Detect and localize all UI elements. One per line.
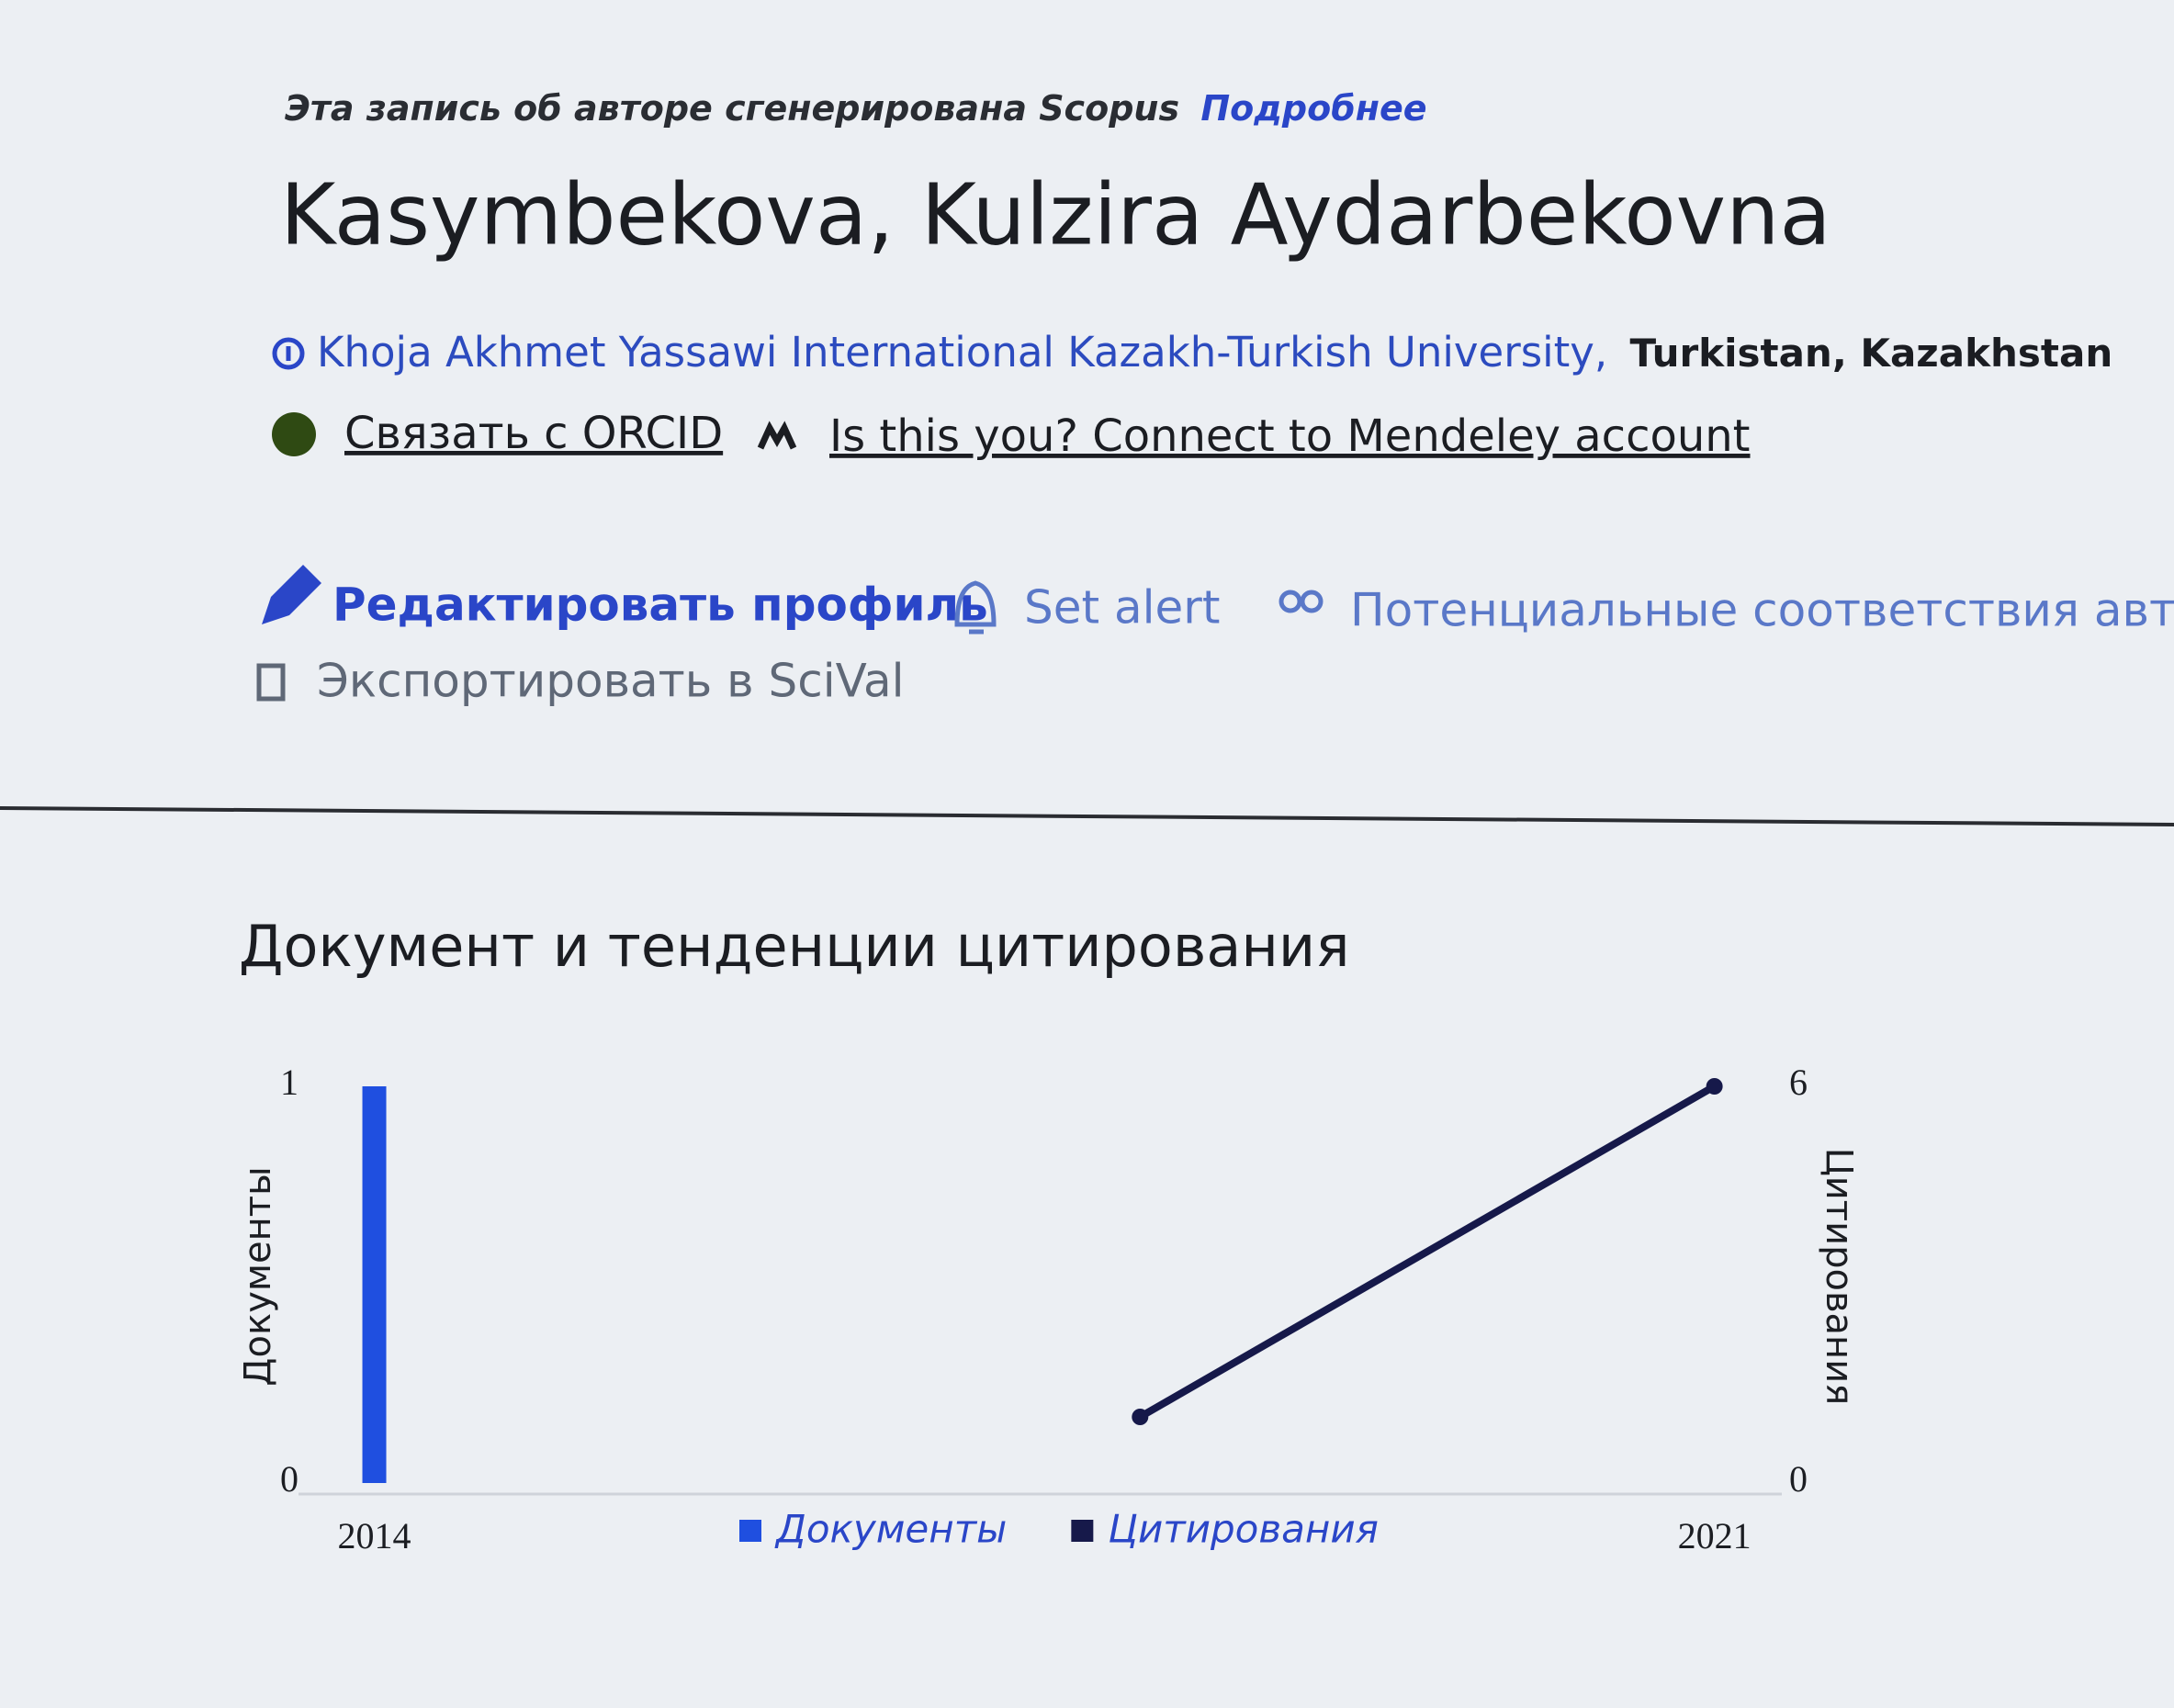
affiliation-icon: [272, 337, 305, 370]
author-matches[interactable]: Потенциальные соответствия автора: [1350, 584, 2174, 637]
set-alert[interactable]: Set alert: [1024, 581, 1220, 635]
export-scival[interactable]: Экспортировать в SciVal: [317, 655, 905, 708]
people-icon: [1300, 590, 1324, 613]
affiliation: Khoja Akhmet Yassawi International Kazak…: [317, 328, 2112, 376]
people-icon: [1278, 590, 1302, 613]
chart: 2014 2021 0 1 0 6 Документы Цитирования Документ…: [237, 1062, 1860, 1556]
y-tick-label: 1: [280, 1062, 299, 1103]
x-tick-label: 2014: [338, 1515, 411, 1556]
bar: [362, 1086, 387, 1483]
orcid-link[interactable]: Связать с ORCID: [344, 408, 723, 459]
x-tick-label: 2021: [1678, 1515, 1752, 1556]
author-name: Kasymbekova, Kulzira Aydarbekovna: [280, 165, 1831, 264]
orcid-icon: [272, 412, 316, 456]
institution-link[interactable]: Khoja Akhmet Yassawi International Kazak…: [317, 328, 1607, 376]
y2-tick-label: 0: [1789, 1458, 1808, 1500]
divider: [0, 806, 2174, 826]
y2-tick-label: 6: [1789, 1062, 1808, 1103]
section-title: Документ и тенденции цитирования: [239, 913, 1349, 980]
more-link[interactable]: Подробнее: [1200, 88, 1426, 129]
edit-profile[interactable]: Редактировать профиль: [332, 579, 988, 632]
notice-text: Эта запись об авторе сгенерирована Scopu…: [285, 88, 1179, 129]
y-axis-title: Документы: [237, 1166, 279, 1386]
legend-swatch: [739, 1520, 761, 1542]
y-tick-label: 0: [280, 1458, 299, 1500]
line-point: [1132, 1409, 1149, 1425]
legend-swatch: [1071, 1520, 1094, 1542]
edit-icon: [262, 565, 321, 624]
mendeley-icon: [757, 421, 797, 450]
bell-icon: [954, 580, 997, 635]
location: Turkistan, Kazakhstan: [1630, 331, 2113, 376]
notice: Эта запись об авторе сгенерирована Scopu…: [285, 88, 1427, 129]
mendeley-link[interactable]: Is this you? Connect to Mendeley account: [829, 410, 1751, 462]
export-icon: [256, 663, 286, 702]
line: [1138, 1083, 1717, 1421]
y2-axis-title: Цитирования: [1818, 1148, 1860, 1406]
line-point: [1706, 1078, 1723, 1095]
legend-label: Документы: [774, 1507, 1007, 1552]
legend-label: Цитирования: [1108, 1507, 1379, 1552]
